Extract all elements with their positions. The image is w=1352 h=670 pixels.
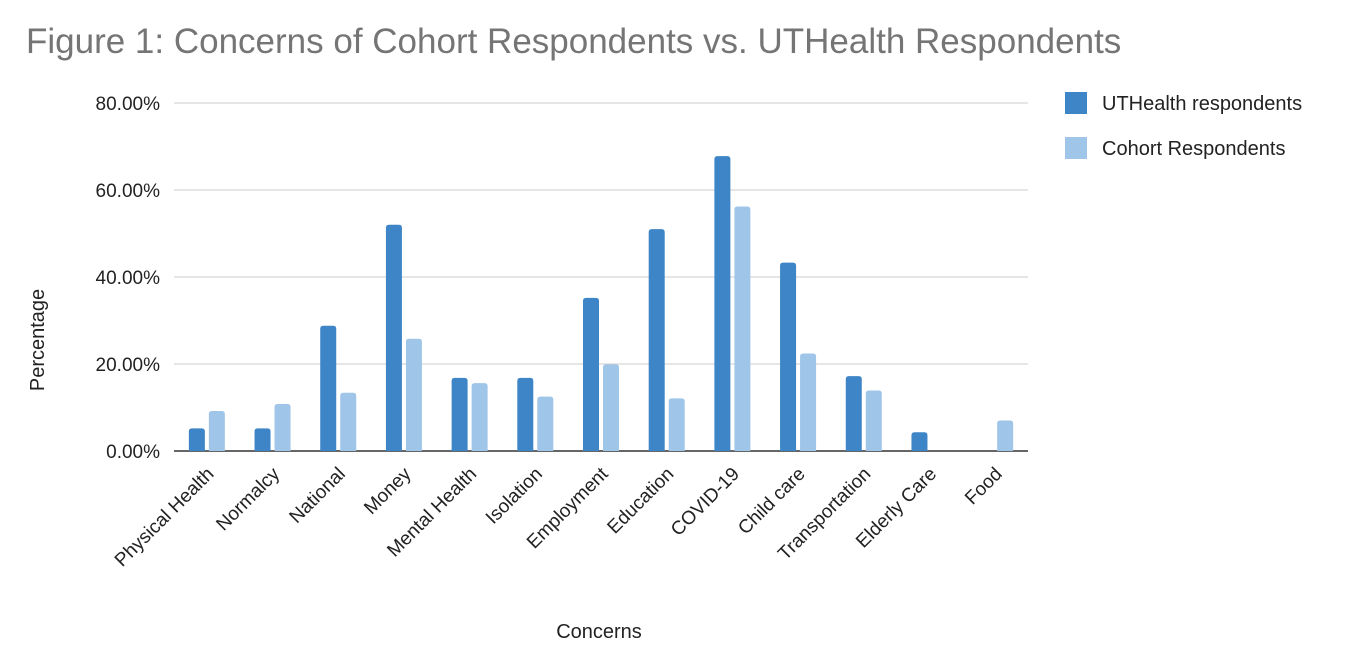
bar-uthealth [385,224,402,451]
bar-uthealth [320,325,337,451]
x-axis-title: Concerns [556,621,642,643]
y-tick-label: 60.00% [96,181,161,202]
bar-uthealth [583,297,599,451]
bar-cohort [340,392,357,451]
bar-cohort [405,338,422,451]
bar-cohort [800,353,817,451]
bar-cohort [208,410,225,451]
bar-cohort [865,390,882,451]
legend: UTHealth respondents Cohort Respondents [1065,92,1302,160]
bars [188,156,1014,451]
y-tick-label: 0.00% [106,442,160,463]
bar-uthealth [188,428,205,451]
bar-cohort [603,364,619,451]
chart-title: Figure 1: Concerns of Cohort Respondents… [26,22,1122,61]
legend-label: Cohort Respondents [1102,138,1285,160]
y-tick-label: 20.00% [96,355,161,376]
bar-uthealth [780,262,797,451]
legend-label: UTHealth respondents [1102,93,1302,115]
bar-uthealth [911,432,928,451]
y-tick-label: 40.00% [96,268,161,289]
x-tick-label: National [286,464,350,528]
x-tick-label: Food [961,464,1006,509]
legend-swatch [1065,92,1087,114]
bar-uthealth [714,156,731,451]
x-tick-label: COVID-19 [667,464,744,541]
x-tick-label: Money [360,463,416,519]
bar-cohort [537,396,554,451]
bar-cohort [471,383,488,451]
bar-cohort [668,398,685,451]
gridlines [174,102,1028,452]
bar-uthealth [845,376,862,451]
y-tick-label: 80.00% [96,94,161,115]
bar-uthealth [451,377,468,451]
x-tick-label: Physical Health [111,464,218,571]
x-tick-label: Education [604,464,679,539]
bar-uthealth [254,428,271,451]
bar-cohort [997,420,1014,451]
bar-cohort [274,404,291,451]
legend-swatch [1065,137,1087,159]
x-tick-label: Isolation [482,464,547,529]
bar-cohort [734,206,751,451]
x-tick-label: Normalcy [212,463,284,535]
bar-uthealth [648,229,665,451]
y-axis-ticks: 0.00% 20.00% 40.00% 60.00% 80.00% [96,94,161,463]
y-axis-title: Percentage [27,289,49,391]
bar-uthealth [517,377,534,451]
